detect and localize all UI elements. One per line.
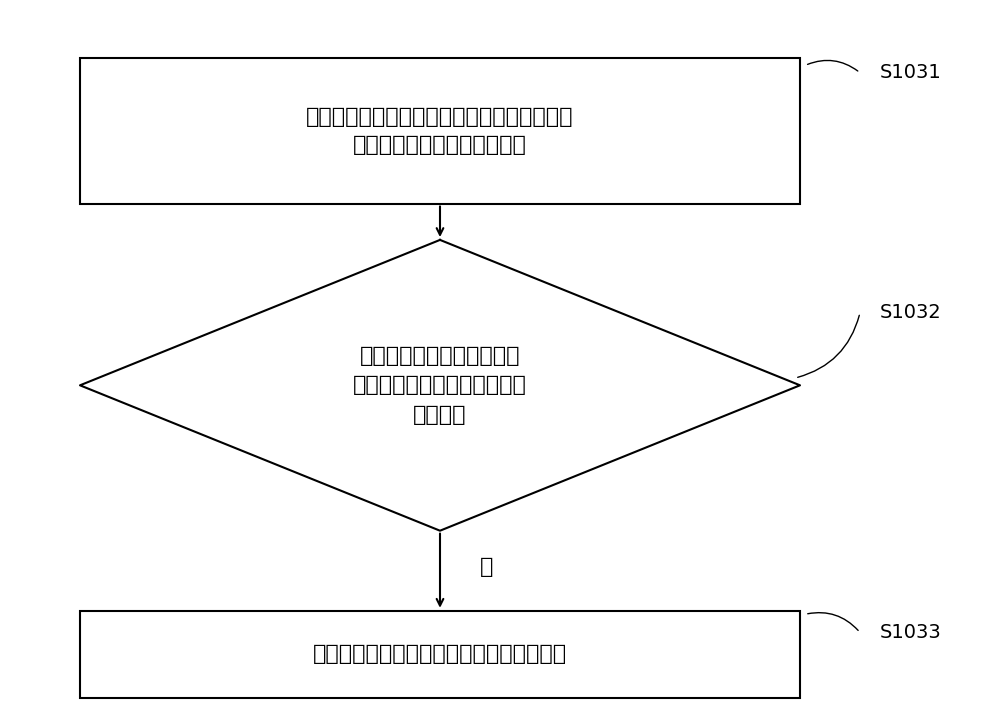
Text: 确定为目标农产品包裹偏离其预设运输路径: 确定为目标农产品包裹偏离其预设运输路径: [313, 644, 567, 664]
Text: S1033: S1033: [880, 623, 942, 642]
Text: 否: 否: [480, 557, 493, 577]
Text: 根据目标农产品包裹的实时位置信息，计算目
标农产品包裹的实时运输路径: 根据目标农产品包裹的实时位置信息，计算目 标农产品包裹的实时运输路径: [306, 107, 574, 155]
Text: S1031: S1031: [880, 63, 942, 82]
Text: S1032: S1032: [880, 303, 942, 322]
FancyBboxPatch shape: [80, 58, 800, 204]
Text: 判断目标农产品包裹的实时
运输路径和预设运输路径拟合
是否一致: 判断目标农产品包裹的实时 运输路径和预设运输路径拟合 是否一致: [353, 346, 527, 425]
FancyBboxPatch shape: [80, 611, 800, 698]
